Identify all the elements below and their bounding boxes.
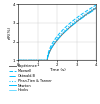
Y-axis label: r/R(%): r/R(%) — [7, 26, 11, 39]
X-axis label: Time (s): Time (s) — [49, 69, 65, 72]
Legend: Expérience, Maxwell, Ostwald-B, Phan-Tien & Tanner, Newton, Hooks: Expérience, Maxwell, Ostwald-B, Phan-Tie… — [9, 64, 51, 92]
